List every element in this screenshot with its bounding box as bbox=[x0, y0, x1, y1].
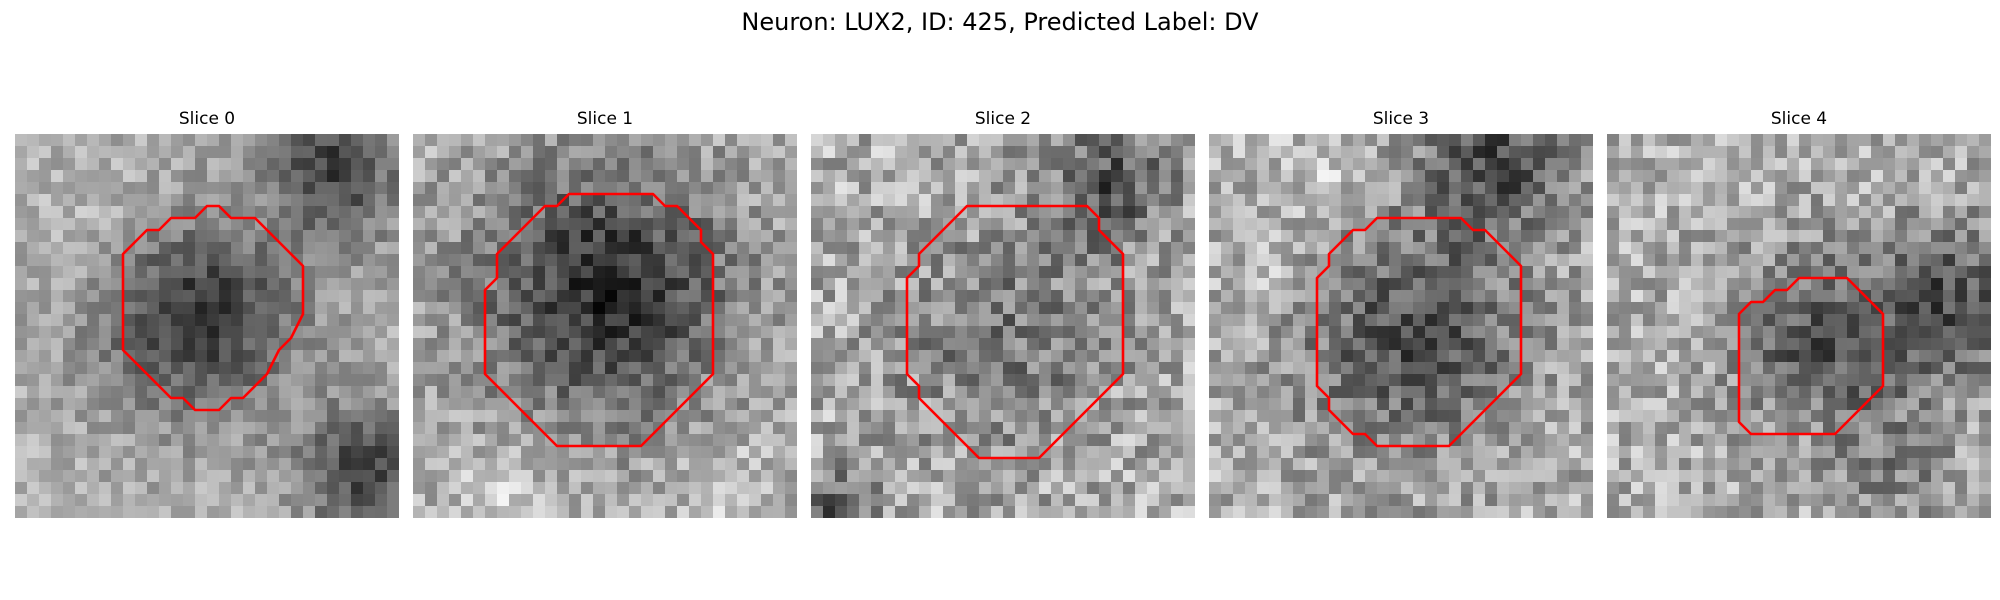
roi-contour bbox=[121, 204, 305, 412]
image-pixels bbox=[1209, 134, 1593, 518]
figure-title: Neuron: LUX2, ID: 425, Predicted Label: … bbox=[741, 8, 1259, 36]
slice-title-2: Slice 2 bbox=[974, 109, 1032, 129]
slice-image-3 bbox=[1209, 134, 1593, 518]
roi-contour bbox=[1737, 276, 1885, 436]
roi-contour bbox=[483, 192, 715, 448]
slice-panel-1: Slice 1 bbox=[413, 108, 797, 520]
roi-contour bbox=[1315, 216, 1523, 448]
image-pixels bbox=[811, 134, 1195, 518]
slice-title-3: Slice 3 bbox=[1372, 109, 1430, 129]
image-pixels bbox=[413, 134, 797, 518]
image-pixels bbox=[1607, 134, 1991, 518]
image-pixels bbox=[15, 134, 399, 518]
roi-contour bbox=[905, 204, 1125, 460]
slice-title-1: Slice 1 bbox=[576, 109, 634, 129]
slice-image-2 bbox=[811, 134, 1195, 518]
slice-panel-0: Slice 0 bbox=[15, 108, 399, 520]
slice-image-0 bbox=[15, 134, 399, 518]
slice-panel-4: Slice 4 bbox=[1607, 108, 1991, 520]
slice-image-4 bbox=[1607, 134, 1991, 518]
slice-image-1 bbox=[413, 134, 797, 518]
slice-title-0: Slice 0 bbox=[178, 109, 236, 129]
slice-title-4: Slice 4 bbox=[1770, 109, 1828, 129]
slice-panel-3: Slice 3 bbox=[1209, 108, 1593, 520]
slice-panel-2: Slice 2 bbox=[811, 108, 1195, 520]
